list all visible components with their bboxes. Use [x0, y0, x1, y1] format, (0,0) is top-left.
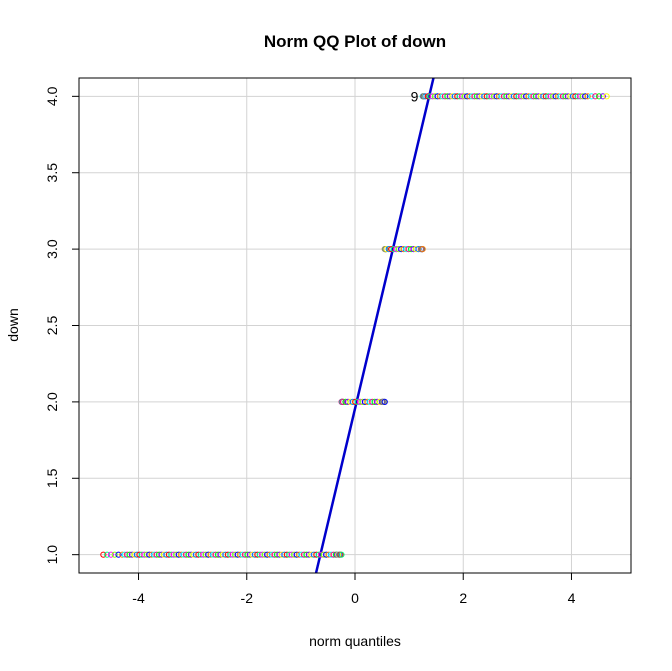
data-point [115, 551, 122, 558]
data-point [588, 93, 595, 100]
y-tick-label: 2.0 [44, 392, 60, 412]
grid-lines [79, 78, 631, 573]
y-tick-label: 1.0 [44, 545, 60, 565]
data-point [592, 93, 599, 100]
y-axis-label: down [5, 308, 21, 341]
data-point [104, 551, 111, 558]
data-point [595, 93, 603, 100]
x-tick-label: -4 [132, 590, 145, 606]
data-point [599, 93, 606, 100]
data-point [107, 551, 115, 558]
x-axis-label: norm quantiles [309, 633, 401, 649]
data-point [582, 93, 589, 100]
x-tick-label: 4 [568, 590, 576, 606]
x-tick-label: 0 [351, 590, 359, 606]
reference-line [314, 77, 435, 574]
data-point [338, 551, 345, 558]
data-points [100, 93, 610, 558]
y-tick-label: 3.5 [44, 163, 60, 183]
data-point [100, 551, 107, 558]
x-axis: -4 -2 0 2 4 [132, 573, 576, 606]
reference-line-layer [314, 77, 435, 574]
annotations: 9 [411, 88, 419, 104]
x-tick-label: 2 [459, 590, 467, 606]
y-tick-label: 4.0 [44, 86, 60, 106]
y-tick-label: 3.0 [44, 239, 60, 259]
chart-title: Norm QQ Plot of down [264, 32, 446, 51]
point-annotation: 9 [411, 88, 419, 104]
data-point [330, 551, 337, 558]
data-point [584, 93, 591, 100]
x-tick-label: -2 [241, 590, 254, 606]
data-point [381, 398, 388, 405]
y-axis: 1.0 1.5 2.0 2.5 3.0 3.5 4.0 [44, 86, 79, 564]
y-tick-label: 2.5 [44, 316, 60, 336]
data-point [111, 551, 118, 558]
y-tick-label: 1.5 [44, 468, 60, 488]
data-point [419, 246, 426, 253]
data-point [603, 93, 610, 100]
data-point [415, 246, 422, 253]
